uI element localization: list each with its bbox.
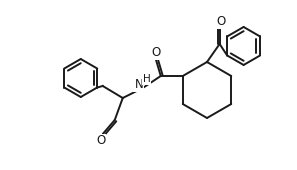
Text: N: N (134, 79, 143, 91)
Text: O: O (216, 15, 225, 29)
Text: H: H (143, 74, 151, 84)
Text: O: O (151, 47, 160, 60)
Text: O: O (96, 134, 105, 148)
